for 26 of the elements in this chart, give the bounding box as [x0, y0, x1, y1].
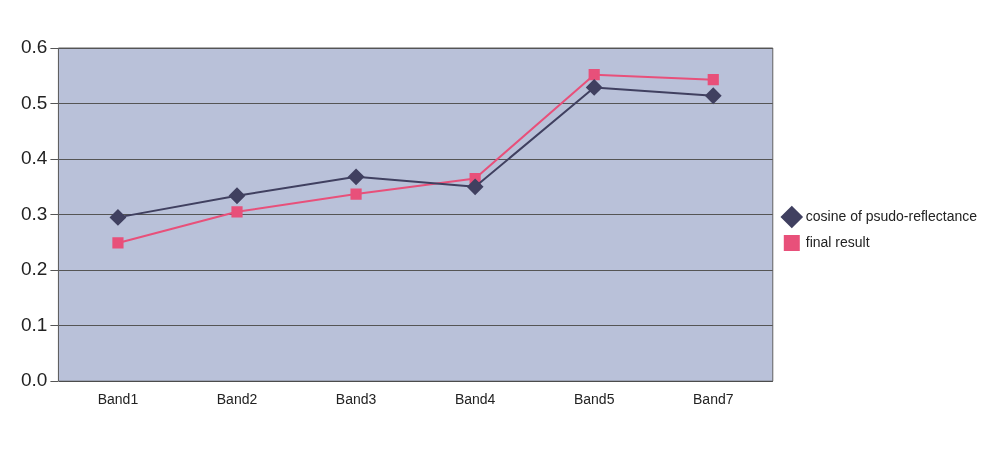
point	[350, 188, 362, 200]
legend-label: cosine of psudo-reflectance	[805, 207, 978, 224]
y-tick-label: 0.1	[20, 313, 48, 335]
point	[707, 74, 719, 86]
y-tick-label: 0.5	[20, 91, 48, 113]
y-tick-label: 0.2	[20, 258, 48, 280]
point	[348, 168, 365, 185]
point	[231, 206, 243, 218]
point	[705, 87, 722, 104]
y-tick-label: 0.3	[20, 202, 48, 224]
legend-label: final result	[805, 233, 870, 250]
y-tick-label: 0.4	[20, 147, 48, 169]
point	[467, 178, 484, 195]
x-tick-label: Band4	[454, 391, 496, 408]
y-tick-label: 0.6	[20, 36, 48, 58]
x-tick-label: Band2	[216, 391, 258, 408]
point	[229, 187, 246, 204]
point	[112, 237, 124, 249]
x-tick-label: Band1	[97, 391, 139, 408]
x-tick-label: Band7	[693, 391, 734, 408]
x-tick-label: Band3	[335, 391, 377, 408]
point	[586, 79, 603, 96]
point	[109, 209, 126, 226]
x-tick-label: Band5	[573, 391, 615, 408]
y-tick-label: 0.0	[20, 369, 48, 391]
point	[588, 69, 600, 81]
